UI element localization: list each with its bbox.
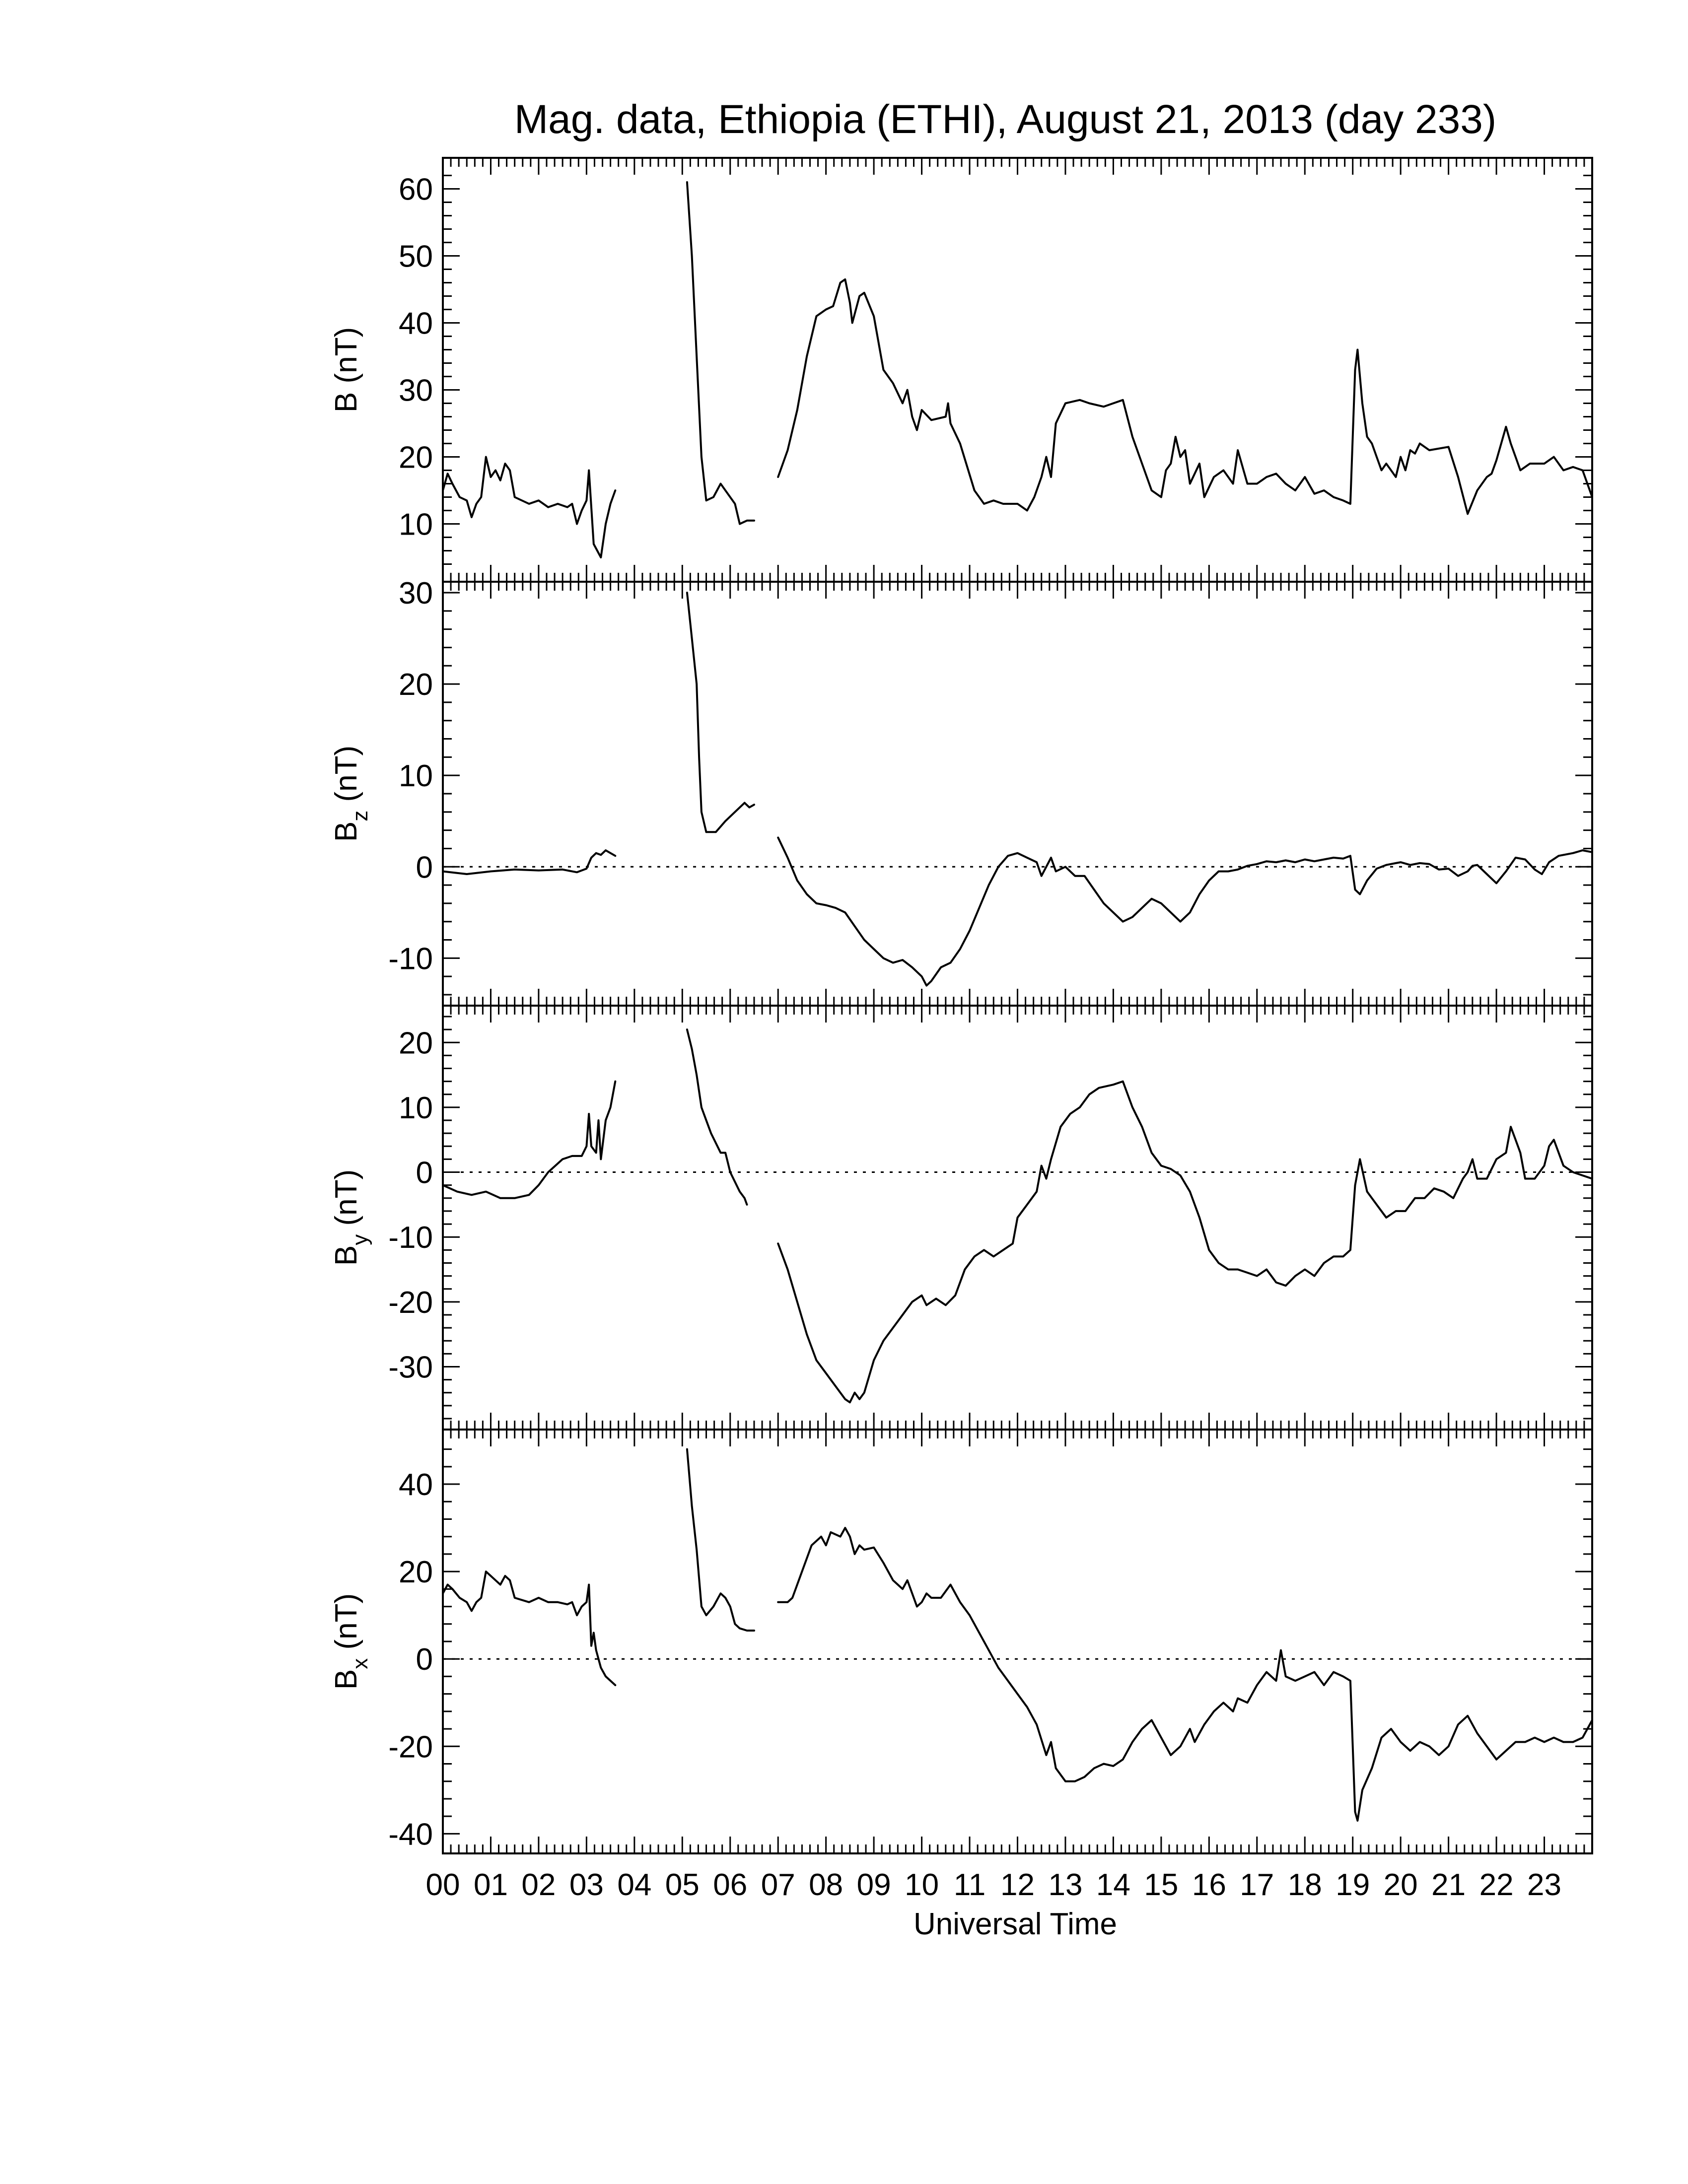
y-tick-label: 0	[416, 1642, 433, 1677]
y-tick-label: 50	[399, 240, 433, 274]
y-tick-label: -20	[388, 1286, 433, 1320]
y-axis-label-subscript: z	[348, 811, 372, 821]
y-tick-label: 10	[399, 508, 433, 542]
y-axis-label-unit: (nT)	[329, 746, 363, 811]
data-trace	[777, 278, 1593, 515]
y-tick-label: 10	[399, 1091, 433, 1125]
data-trace	[777, 1527, 1593, 1822]
x-tick-label: 15	[1144, 1868, 1178, 1902]
panel-frame	[442, 157, 1593, 583]
x-tick-label: 21	[1431, 1868, 1466, 1902]
data-trace	[442, 456, 617, 558]
x-tick-label: 14	[1096, 1868, 1130, 1902]
y-tick-label: 20	[399, 1026, 433, 1060]
y-axis-label-subscript: y	[348, 1234, 372, 1245]
y-axis-label-subscript: x	[348, 1658, 372, 1669]
y-axis-label-unit: (nT)	[329, 1169, 363, 1234]
panel-4: -40 -20 0 20 40 Bx (nT)	[329, 1429, 1593, 1854]
x-tick-label: 01	[474, 1868, 508, 1902]
data-trace	[777, 836, 1593, 987]
panel-2: -10 0 10 20 30 Bz (nT)	[329, 576, 1593, 1007]
y-tick-label: 30	[399, 374, 433, 408]
y-tick-label: 20	[399, 441, 433, 475]
y-tick-label: 40	[399, 307, 433, 341]
panel-1: 10 20 30 40 50 60 B (nT)	[329, 157, 1593, 583]
y-tick-label: 30	[399, 576, 433, 611]
x-tick-label: 23	[1527, 1868, 1561, 1902]
x-tick-label: 17	[1240, 1868, 1274, 1902]
x-tick-label: 10	[905, 1868, 939, 1902]
y-tick-label: 40	[399, 1468, 433, 1502]
y-tick-label: -40	[388, 1817, 433, 1851]
chart-title: Mag. data, Ethiopia (ETHI), August 21, 2…	[514, 97, 1496, 142]
y-tick-label: -30	[388, 1350, 433, 1384]
x-axis-label: Universal Time	[914, 1907, 1117, 1941]
x-tick-label: 06	[713, 1868, 747, 1902]
x-tick-label: 11	[954, 1868, 985, 1902]
y-axis-label-symbol: B	[329, 1245, 363, 1266]
data-trace	[686, 181, 755, 525]
y-tick-label: 10	[399, 759, 433, 793]
y-tick-label: 0	[416, 850, 433, 885]
y-axis-label-symbol: B	[329, 1669, 363, 1690]
x-tick-label: 16	[1192, 1868, 1226, 1902]
y-tick-label: 20	[399, 1555, 433, 1589]
data-trace	[442, 1080, 617, 1199]
y-axis-label-unit: (nT)	[329, 1593, 363, 1658]
x-tick-label: 09	[857, 1868, 891, 1902]
data-trace	[686, 1028, 748, 1206]
panel-frame	[442, 581, 1593, 1007]
x-tick-label: 18	[1288, 1868, 1322, 1902]
x-tick-label: 05	[665, 1868, 700, 1902]
y-axis-label: By (nT)	[329, 1169, 372, 1266]
y-tick-label: 0	[416, 1156, 433, 1190]
y-axis-label: Bz (nT)	[329, 746, 372, 842]
y-tick-label: -20	[388, 1730, 433, 1764]
x-tick-label: 02	[521, 1868, 556, 1902]
x-tick-label: 03	[569, 1868, 604, 1902]
x-tick-label: 22	[1479, 1868, 1514, 1902]
x-tick-label: 20	[1384, 1868, 1418, 1902]
y-axis-label-symbol: B	[329, 392, 363, 412]
x-tick-label: 00	[426, 1868, 460, 1902]
y-tick-label: -10	[388, 1221, 433, 1255]
y-tick-label: 20	[399, 668, 433, 702]
panel-3: -30 -20 -10 0 10 20 By (nT)	[329, 1005, 1593, 1431]
data-trace	[442, 1570, 617, 1686]
x-tick-label: 19	[1336, 1868, 1370, 1902]
y-axis-label-symbol: B	[329, 821, 363, 842]
x-tick-label: 04	[617, 1868, 651, 1902]
y-tick-label: 60	[399, 173, 433, 207]
y-axis-label: B (nT)	[329, 327, 363, 412]
y-tick-label: -10	[388, 942, 433, 976]
panel-frame	[442, 1429, 1593, 1854]
data-trace	[777, 1080, 1593, 1404]
data-trace	[442, 849, 617, 875]
x-tick-label: 07	[761, 1868, 795, 1902]
data-trace	[686, 592, 755, 833]
y-axis-label: Bx (nT)	[329, 1593, 372, 1690]
x-tick-label: 08	[809, 1868, 843, 1902]
data-trace	[686, 1448, 755, 1632]
x-tick-label: 12	[1000, 1868, 1035, 1902]
y-axis-label-unit: (nT)	[329, 327, 363, 392]
x-tick-label: 13	[1048, 1868, 1082, 1902]
